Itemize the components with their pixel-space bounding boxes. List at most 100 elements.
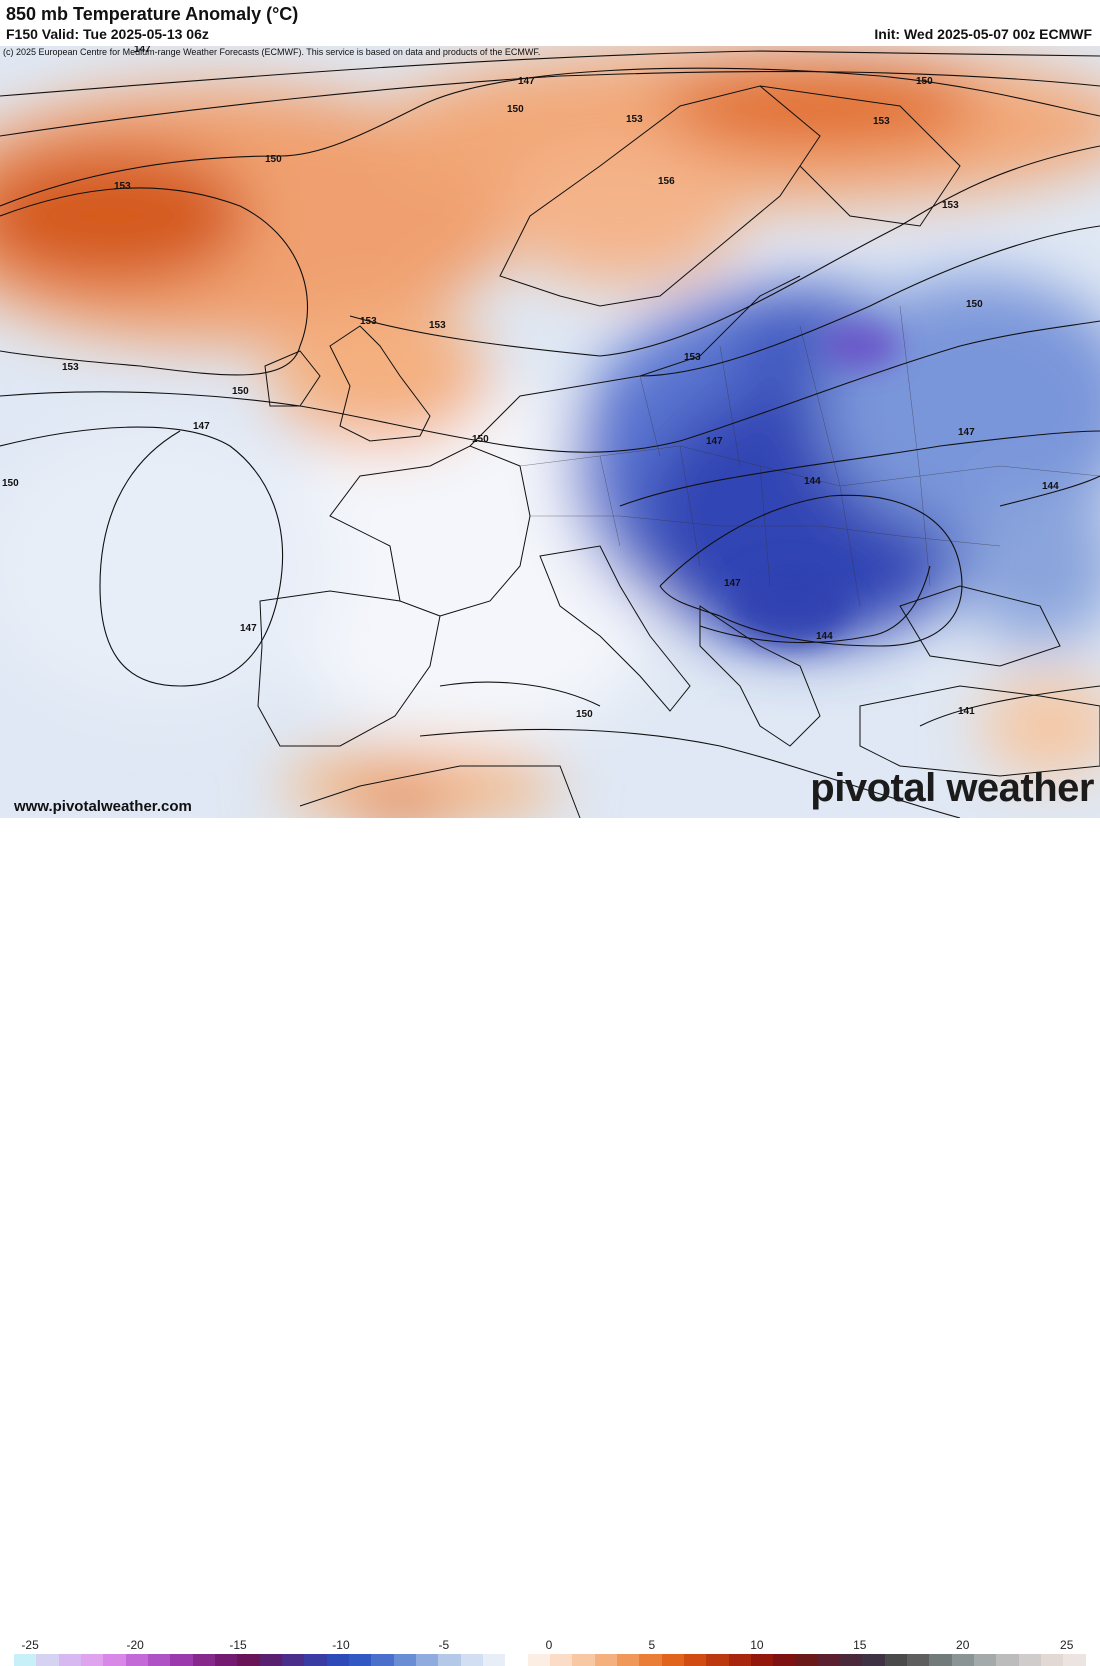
coastlines [257,85,1100,818]
init-time: Init: Wed 2025-05-07 00z ECMWF [874,26,1092,42]
contour-label: 153 [873,116,890,127]
contour-label: 150 [472,434,489,445]
contour-label: 153 [114,181,131,192]
colorbar-swatch [482,1654,506,1666]
valid-time: F150 Valid: Tue 2025-05-13 06z [6,26,209,42]
colorbar-tick: 20 [956,1638,970,1652]
contour-label: 156 [658,176,675,187]
colorbar-swatch [862,1654,885,1666]
colorbar-swatch [996,1654,1019,1666]
contour-label: 153 [360,316,377,327]
colorbar-tick: 5 [648,1638,656,1652]
colorbar-swatch [460,1654,483,1666]
colorbar-swatch [214,1654,238,1666]
colorbar-swatch [259,1654,282,1666]
colorbar-swatch [438,1654,461,1666]
contour-label: 147 [134,46,151,55]
colorbar-swatch [281,1654,305,1666]
colorbar-swatch [974,1654,997,1666]
colorbar-swatch [103,1654,126,1666]
colorbar-swatch [929,1654,952,1666]
contour-label: 147 [518,76,535,87]
colorbar-swatch [1063,1654,1086,1666]
colorbar-swatch [549,1654,573,1666]
colorbar-tick: -10 [332,1638,350,1652]
contour-labels: 147 147 150 150 153 153 156 153 153 150 … [2,46,1059,720]
contour-label: 141 [958,706,975,717]
colorbar-swatch [80,1654,104,1666]
colorbar-swatch [192,1654,215,1666]
colorbar-swatch [884,1654,908,1666]
colorbar-swatch [639,1654,662,1666]
colorbar-swatch [393,1654,416,1666]
contour-label: 150 [916,76,933,87]
map-header: 850 mb Temperature Anomaly (°C) F150 Val… [0,0,1100,46]
colorbar-swatch [594,1654,617,1666]
contour-label: 150 [576,709,593,720]
colorbar-swatch [750,1654,774,1666]
height-contours [0,50,1100,818]
contour-label: 153 [429,320,446,331]
colorbar-tick: 0 [545,1638,553,1652]
contour-label: 144 [1042,481,1059,492]
colorbar-swatch [170,1654,193,1666]
colorbar-swatch [237,1654,260,1666]
colorbar-swatch [147,1654,171,1666]
colorbar-swatch [840,1654,863,1666]
colorbar-ticks: -25 -20 -15 -10 -5 0 5 10 15 20 25 [14,1638,1086,1652]
weather-map[interactable]: 147 147 150 150 153 153 156 153 153 150 … [0,46,1100,818]
colorbar: -25 -20 -15 -10 -5 0 5 10 15 20 25 [0,818,1100,1666]
map-canvas: 147 147 150 150 153 153 156 153 153 150 … [0,46,1100,818]
colorbar-swatch [125,1654,148,1666]
contour-label: 153 [626,114,643,125]
contour-label: 147 [724,578,741,589]
website-label[interactable]: www.pivotalweather.com [14,798,192,815]
contour-label: 147 [240,623,257,634]
colorbar-tick: -15 [229,1638,247,1652]
contour-label: 147 [958,427,975,438]
map-title: 850 mb Temperature Anomaly (°C) [6,4,299,24]
colorbar-tick: 25 [1060,1638,1074,1652]
colorbar-swatch [304,1654,327,1666]
colorbar-swatch [415,1654,439,1666]
colorbar-swatch [58,1654,81,1666]
colorbar-swatch [728,1654,751,1666]
contour-label: 147 [193,421,210,432]
colorbar-swatch [817,1654,841,1666]
colorbar-swatch [773,1654,796,1666]
colorbar-tick: 15 [853,1638,867,1652]
contour-label: 150 [966,299,983,310]
colorbar-tick: -20 [126,1638,144,1652]
borders [519,305,1100,607]
colorbar-swatch [907,1654,930,1666]
colorbar-swatch [36,1654,59,1666]
colorbar-swatch [348,1654,372,1666]
colorbar-swatch [661,1654,684,1666]
contour-label: 150 [507,104,524,115]
colorbar-swatch [683,1654,707,1666]
contour-label: 144 [816,631,833,642]
contour-label: 153 [62,362,79,373]
colorbar-tick: -25 [21,1638,39,1652]
colorbar-swatch [951,1654,975,1666]
brand-logo: pivotal weather [810,766,1094,810]
contour-label: 144 [804,476,821,487]
colorbar-tick: -5 [438,1638,450,1652]
contour-label: 147 [706,436,723,447]
colorbar-tick: 10 [750,1638,764,1652]
copyright-notice: (c) 2025 European Centre for Medium-rang… [3,47,541,57]
colorbar-swatch [616,1654,640,1666]
colorbar-swatch [795,1654,818,1666]
colorbar-swatch [14,1654,37,1666]
colorbar-swatch [572,1654,595,1666]
colorbar-swatch [527,1654,550,1666]
contour-label: 153 [942,200,959,211]
colorbar-swatch [1041,1654,1064,1666]
colorbar-swatch [371,1654,394,1666]
contour-label: 150 [2,478,19,489]
contour-label: 150 [232,386,249,397]
contour-label: 150 [265,154,282,165]
colorbar-swatch [706,1654,729,1666]
colorbar-swatches [14,1654,1086,1666]
contour-label: 153 [684,352,701,363]
